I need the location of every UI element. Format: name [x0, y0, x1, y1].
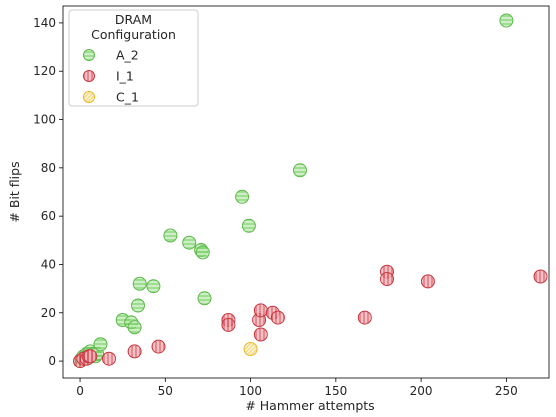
point-i-1 — [358, 311, 371, 324]
point-a-2 — [500, 14, 513, 27]
point-a-2 — [164, 229, 177, 242]
y-axis-label: # Bit flips — [7, 161, 22, 222]
point-i-1 — [421, 275, 434, 288]
x-tick-label: 250 — [495, 384, 518, 398]
x-tick-label: 0 — [76, 384, 84, 398]
point-a-2 — [147, 280, 160, 293]
legend-marker — [84, 50, 95, 61]
y-tick-label: 60 — [41, 209, 56, 223]
point-a-2 — [132, 299, 145, 312]
point-a-2 — [133, 277, 146, 290]
y-tick-label: 120 — [33, 64, 56, 78]
legend-title-sub: Configuration — [91, 27, 176, 42]
x-axis-label: # Hammer attempts — [245, 398, 374, 413]
point-a-2 — [183, 236, 196, 249]
point-c-1 — [244, 343, 257, 356]
x-tick-label: 200 — [410, 384, 433, 398]
point-a-2 — [94, 338, 107, 351]
point-a-2 — [236, 190, 249, 203]
y-tick-label: 80 — [41, 161, 56, 175]
legend-title: DRAM — [115, 12, 152, 27]
point-a-2 — [196, 246, 209, 259]
point-i-1 — [128, 345, 141, 358]
point-i-1 — [254, 304, 267, 317]
legend-entry-label: C_1 — [116, 90, 139, 105]
point-i-1 — [222, 318, 235, 331]
y-tick-label: 100 — [33, 113, 56, 127]
legend-marker — [84, 92, 95, 103]
point-i-1 — [103, 352, 116, 365]
x-tick-label: 150 — [324, 384, 347, 398]
point-a-2 — [128, 321, 141, 334]
point-i-1 — [534, 270, 547, 283]
point-a-2 — [198, 292, 211, 305]
point-a-2 — [294, 164, 307, 177]
point-i-1 — [381, 273, 394, 286]
y-tick-label: 140 — [33, 16, 56, 30]
point-i-1 — [271, 311, 284, 324]
point-i-1 — [84, 350, 97, 363]
legend-entry-label: A_2 — [116, 48, 139, 63]
y-tick-label: 20 — [41, 306, 56, 320]
y-tick-label: 0 — [48, 354, 56, 368]
x-tick-label: 50 — [158, 384, 173, 398]
point-i-1 — [152, 340, 165, 353]
point-a-2 — [242, 219, 255, 232]
y-tick-label: 40 — [41, 257, 56, 271]
point-i-1 — [254, 328, 267, 341]
legend-entry-label: I_1 — [116, 69, 134, 84]
legend-marker — [84, 71, 95, 82]
x-tick-label: 100 — [239, 384, 262, 398]
